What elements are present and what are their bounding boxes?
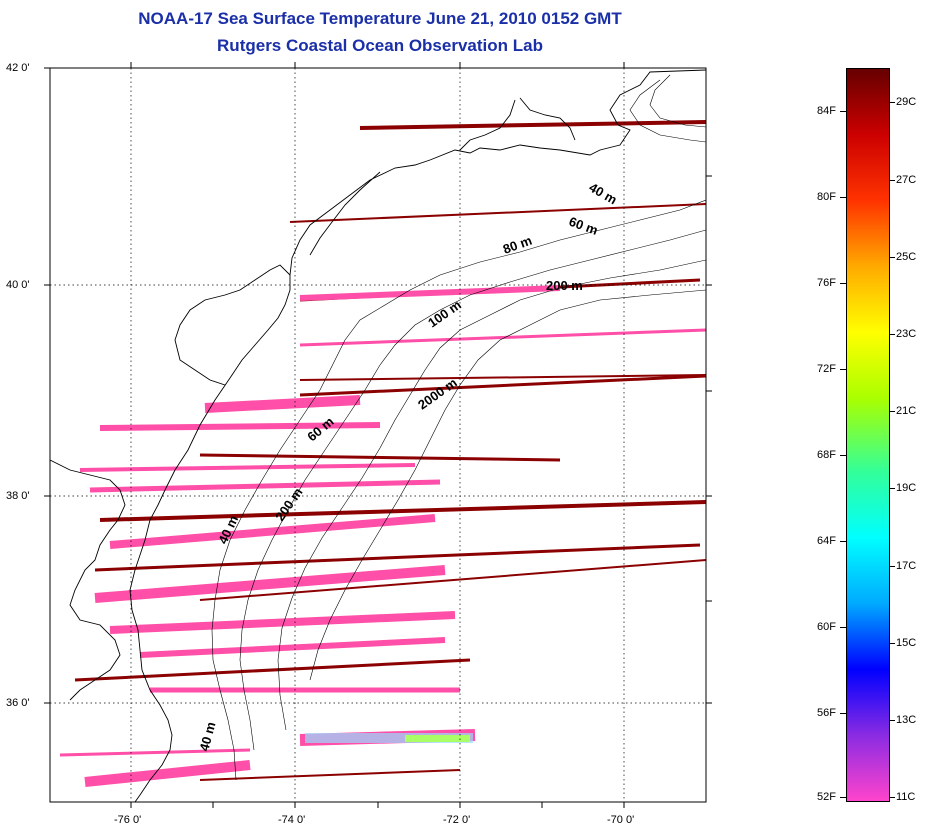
- colorbar-f-label: 64F: [817, 535, 836, 547]
- colorbar-f-label: 84F: [817, 105, 836, 117]
- colorbar-c-label: 17C: [896, 560, 917, 572]
- sst-swath: [94, 543, 701, 572]
- colorbar-c-label: 27C: [896, 174, 917, 186]
- map-frame: [44, 62, 712, 808]
- colorbar-c-label: 21C: [896, 405, 917, 417]
- sst-swath: [99, 500, 706, 522]
- colorbar-tick: [890, 643, 895, 644]
- colorbar-tick: [890, 411, 895, 412]
- colorbar-f-label: 72F: [817, 363, 836, 375]
- sst-swath: [359, 120, 706, 130]
- isobath-label: 200 m: [546, 278, 583, 293]
- colorbar-tick: [890, 488, 895, 489]
- sst-swath: [84, 760, 251, 787]
- colorbar-tick: [840, 111, 846, 112]
- sst-swath: [299, 328, 706, 347]
- isobath-label: 100 m: [425, 297, 464, 330]
- lat-label: 36 0': [6, 697, 30, 709]
- colorbar-tick: [840, 627, 846, 628]
- sst-swath: [94, 565, 446, 603]
- sst-swath: [199, 453, 561, 462]
- colorbar-tick: [890, 180, 895, 181]
- temperature-colorbar: [846, 68, 890, 802]
- map-subtitle: Rutgers Coastal Ocean Observation Lab: [217, 36, 543, 55]
- isobath-label: 200 m: [272, 485, 305, 524]
- colorbar-c-label: 23C: [896, 328, 917, 340]
- sst-swath: [305, 733, 473, 743]
- colorbar-tick: [890, 257, 895, 258]
- colorbar-f-label: 56F: [817, 707, 836, 719]
- colorbar-f-label: 80F: [817, 191, 836, 203]
- colorbar-f-label: 52F: [817, 791, 836, 803]
- sst-swath: [299, 285, 561, 301]
- colorbar-tick: [840, 369, 846, 370]
- colorbar-tick: [890, 102, 895, 103]
- coastline: [50, 69, 706, 802]
- colorbar-tick: [890, 334, 895, 335]
- colorbar-tick: [840, 797, 846, 798]
- colorbar-f-label: 76F: [817, 277, 836, 289]
- map-title: NOAA-17 Sea Surface Temperature June 21,…: [138, 9, 622, 28]
- lon-label: -74 0': [278, 814, 306, 826]
- sst-swath: [89, 479, 441, 493]
- lon-label: -76 0': [114, 814, 142, 826]
- colorbar-tick: [840, 713, 846, 714]
- isobath-label: 2000 m: [415, 375, 460, 413]
- isobath-contours: [211, 74, 706, 781]
- sst-swath: [299, 374, 706, 381]
- colorbar-tick: [840, 455, 846, 456]
- sst-swath: [299, 374, 706, 397]
- lat-label: 38 0': [6, 490, 30, 502]
- colorbar-f-label: 68F: [817, 449, 836, 461]
- sst-swath: [199, 559, 706, 601]
- sst-swath: [405, 735, 470, 742]
- isobath-label: 80 m: [501, 233, 534, 257]
- sst-swath: [139, 637, 446, 658]
- sst-swath: [99, 422, 381, 431]
- sst-swath: [204, 395, 361, 413]
- graticule: [50, 68, 706, 802]
- colorbar-f-label: 60F: [817, 621, 836, 633]
- lon-label: -72 0': [443, 814, 471, 826]
- lat-label: 42 0': [6, 62, 30, 74]
- colorbar-tick: [840, 283, 846, 284]
- lat-label: 40 0': [6, 279, 30, 291]
- colorbar-tick: [890, 566, 895, 567]
- sst-swath: [109, 514, 436, 549]
- colorbar-c-label: 13C: [896, 714, 917, 726]
- colorbar-c-label: 19C: [896, 482, 917, 494]
- colorbar-c-label: 29C: [896, 96, 917, 108]
- colorbar-c-label: 15C: [896, 637, 917, 649]
- colorbar-tick: [890, 720, 895, 721]
- colorbar-tick: [840, 541, 846, 542]
- sst-swath: [79, 463, 416, 472]
- colorbar-tick: [890, 797, 895, 798]
- sst-swath: [289, 203, 706, 223]
- sst-swath: [74, 658, 471, 682]
- lon-label: -70 0': [607, 814, 635, 826]
- sst-swath: [199, 769, 461, 781]
- sst-swath: [109, 611, 456, 634]
- colorbar-c-label: 11C: [896, 791, 916, 803]
- isobath-label: 40 m: [587, 180, 620, 208]
- isobath-label: 40 m: [196, 720, 218, 753]
- colorbar-c-label: 25C: [896, 251, 917, 263]
- sst-swaths: [59, 120, 706, 787]
- colorbar-tick: [840, 197, 846, 198]
- sst-swath: [59, 748, 251, 757]
